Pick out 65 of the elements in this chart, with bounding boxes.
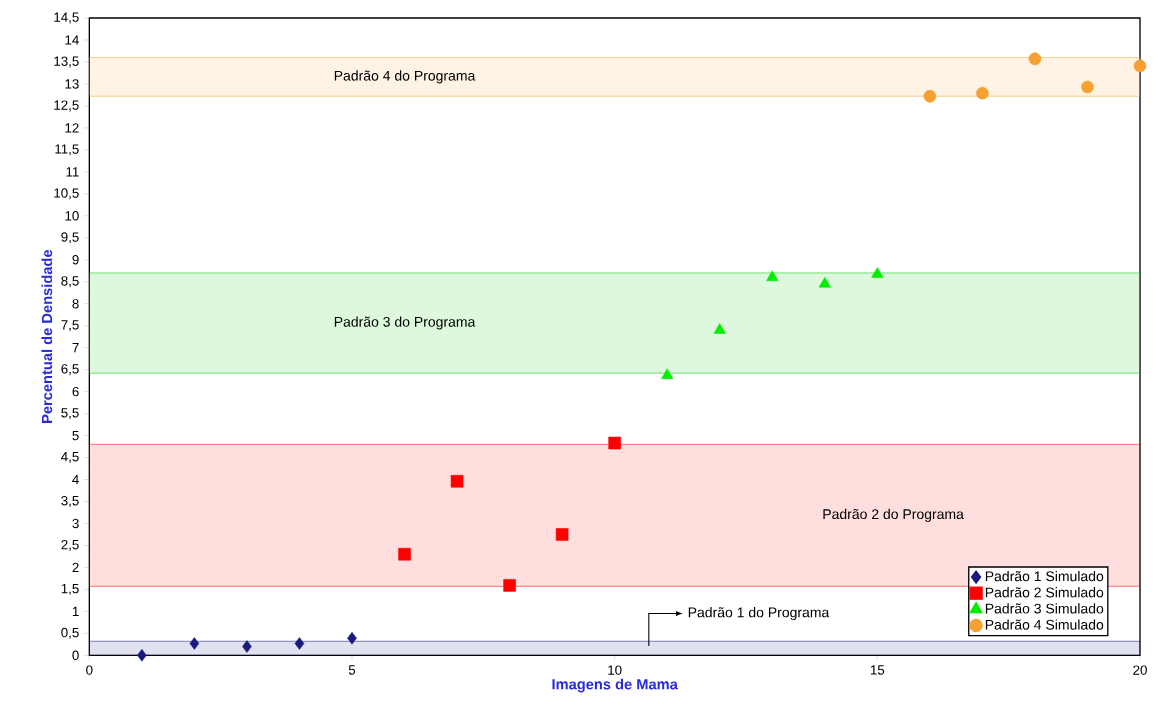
y-tick-label: 3,5 (61, 495, 79, 508)
y-tick-label: 5,5 (61, 408, 79, 420)
y-tick-label: 14 (65, 35, 79, 45)
y-tick-label: 11,5 (55, 144, 79, 156)
band-label: Padrão 1 do Programa (688, 607, 830, 621)
y-tick-label: 7 (72, 343, 79, 353)
y-tick-label: 14,5 (54, 12, 79, 24)
y-tick-label: 6,5 (61, 364, 79, 376)
point (871, 267, 884, 278)
point (923, 89, 937, 103)
point (976, 86, 989, 100)
band-label: Padrão 2 do Programa (823, 508, 964, 522)
legend-label: Padrão 3 Simulado (985, 603, 1104, 614)
x-tick-label: 15 (870, 665, 885, 675)
point (450, 475, 464, 488)
y-tick-label: 4,5 (61, 452, 79, 463)
legend-label: Padrão 1 Simulado (985, 570, 1104, 582)
point (608, 436, 621, 450)
y-axis-title: Percentual de Densidade (41, 249, 53, 423)
point (294, 637, 305, 650)
y-tick-label: 8,5 (61, 276, 79, 288)
point (713, 323, 726, 334)
y-tick-label: 4 (72, 474, 79, 485)
point (347, 631, 357, 645)
legend-label: Padrão 4 Simulado (985, 619, 1104, 630)
y-tick-label: 12,5 (54, 100, 79, 112)
x-tick-label: 5 (348, 665, 356, 675)
point (661, 368, 674, 379)
x-axis-title: Imagens de Mama (552, 678, 678, 693)
y-tick-label: 10 (65, 211, 79, 221)
point (818, 276, 831, 288)
y-tick-label: 10,5 (54, 188, 79, 200)
y-tick-label: 3 (72, 518, 79, 529)
point (189, 637, 200, 650)
point (1133, 59, 1147, 73)
point (1081, 80, 1094, 94)
point (555, 528, 569, 541)
y-tick-label: 13 (65, 79, 79, 89)
y-tick-label: 0 (72, 650, 79, 661)
y-tick-label: 9,5 (61, 232, 79, 244)
point (242, 640, 252, 653)
y-tick-label: 0,5 (61, 627, 79, 639)
x-tick-label: 0 (86, 665, 93, 675)
y-tick-label: 7,5 (61, 320, 79, 332)
point (503, 579, 516, 592)
point (1028, 52, 1042, 66)
y-tick-label: 12 (65, 123, 79, 133)
point (398, 547, 411, 561)
y-tick-label: 1 (72, 606, 79, 616)
x-tick-label: 10 (608, 665, 622, 675)
y-tick-label: 11 (66, 167, 79, 177)
x-tick-label: 20 (1133, 665, 1147, 675)
y-tick-label: 1,5 (61, 583, 79, 595)
y-tick-label: 13,5 (54, 56, 79, 68)
y-tick-label: 9 (72, 255, 79, 265)
y-tick-label: 5 (72, 430, 79, 441)
legend-label: Padrão 2 Simulado (985, 587, 1104, 598)
y-tick-label: 8 (72, 298, 79, 309)
y-tick-label: 2,5 (61, 539, 79, 551)
point (766, 270, 779, 281)
band-label: Padrão 4 do Programa (334, 70, 476, 84)
y-tick-label: 6 (72, 386, 79, 397)
band-label: Padrão 3 do Programa (334, 316, 476, 330)
point (137, 649, 147, 662)
y-tick-label: 2 (72, 562, 79, 573)
